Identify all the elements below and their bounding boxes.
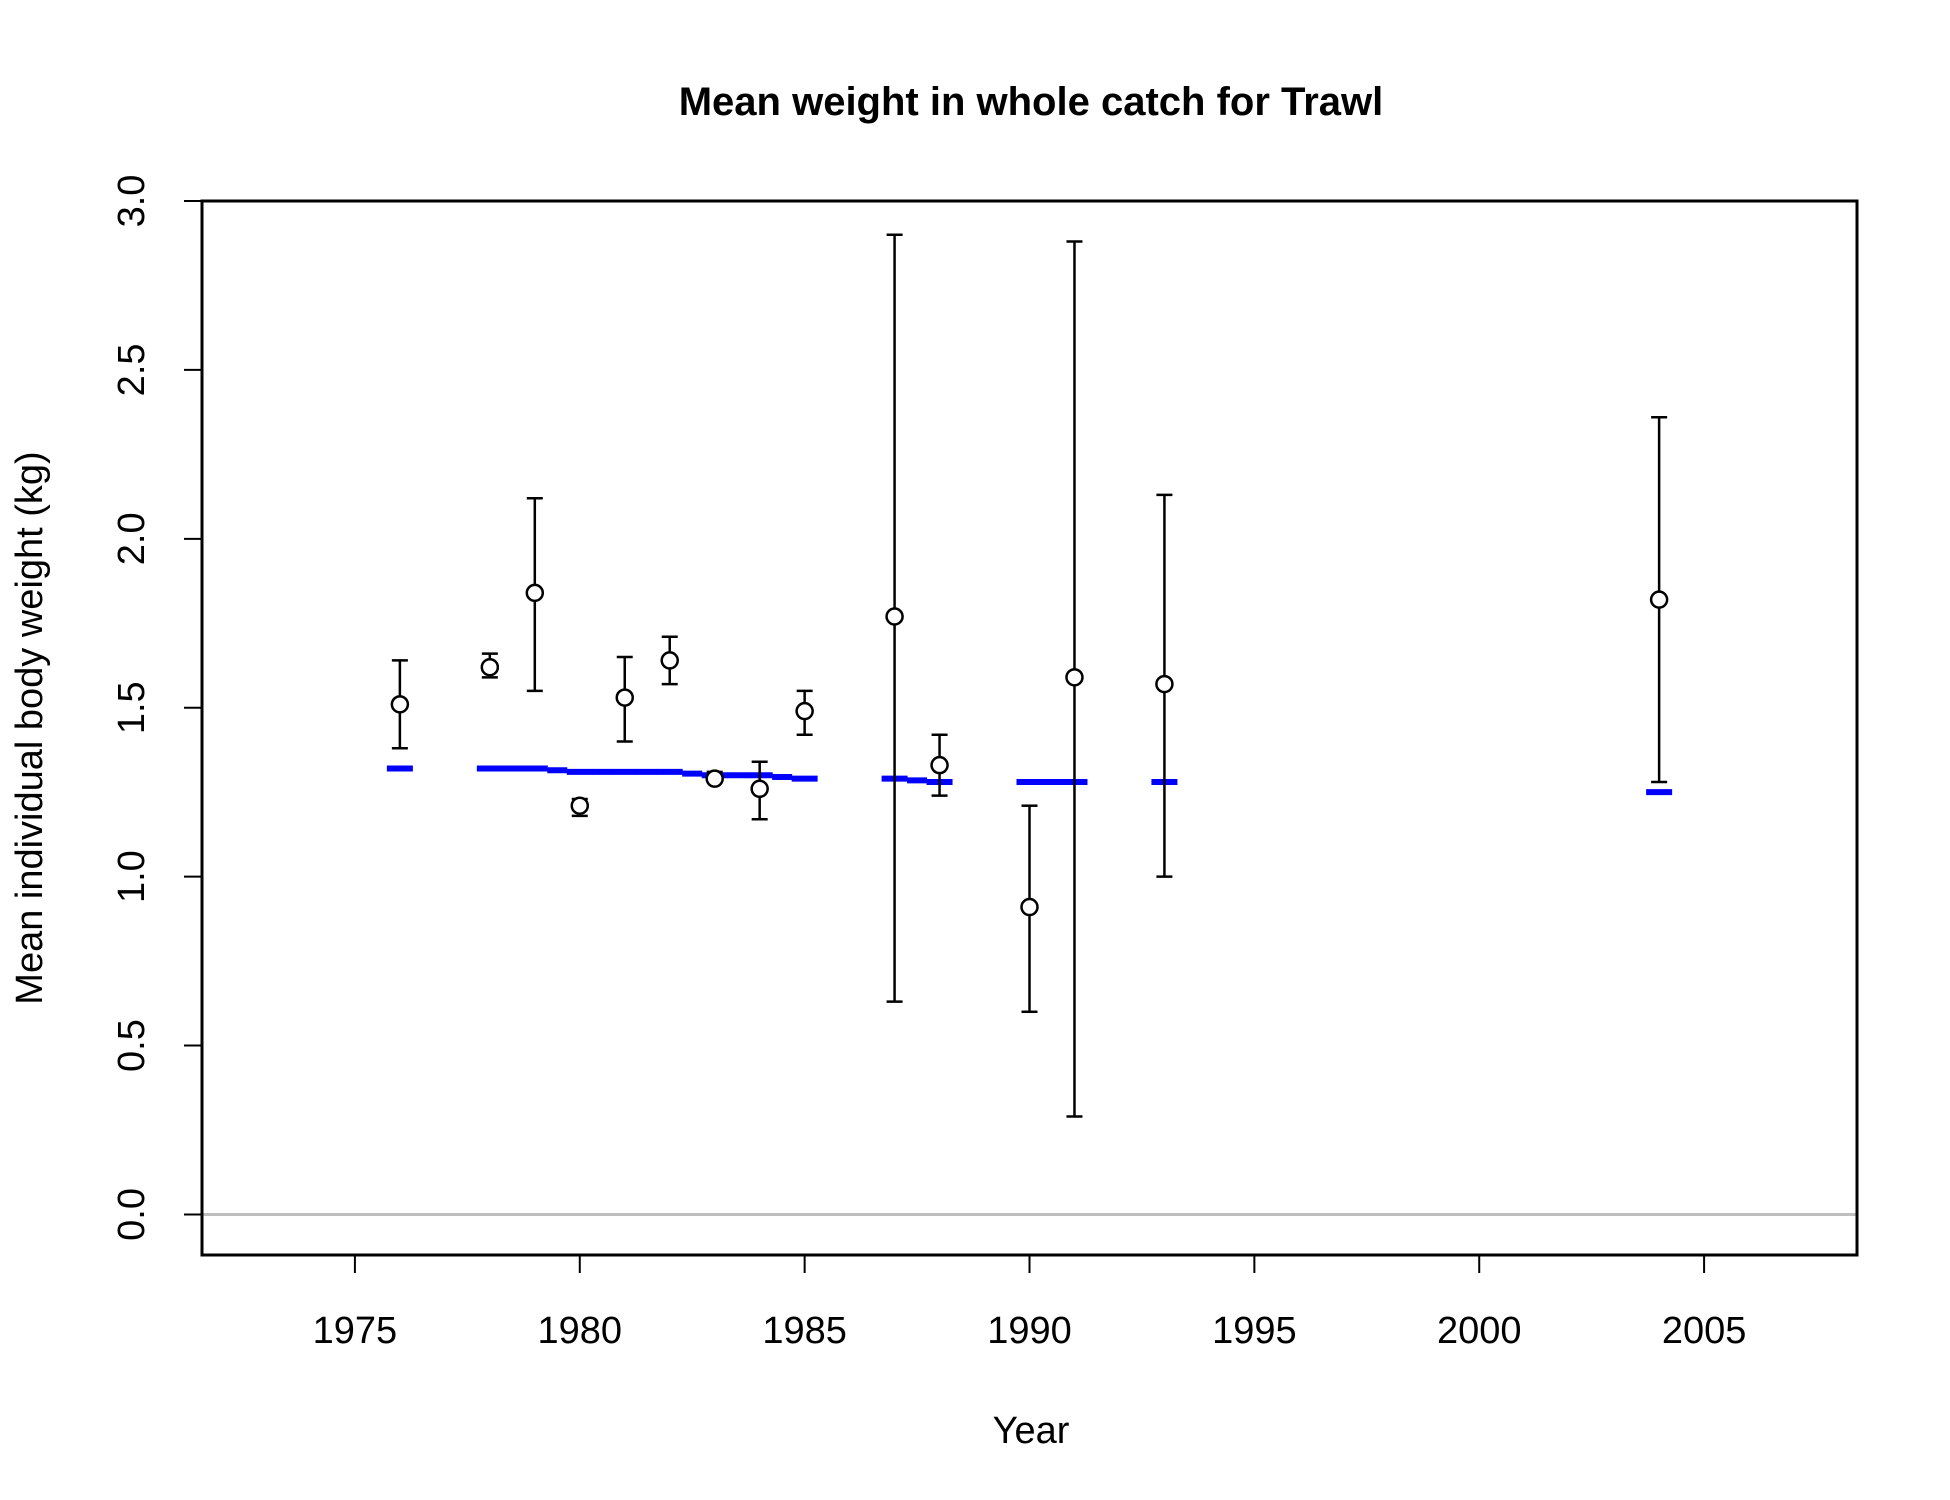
data-point: [750, 779, 769, 799]
y-tick-label: 2.5: [111, 343, 153, 396]
x-axis-label: Year: [993, 1410, 1070, 1452]
data-point: [1020, 897, 1039, 917]
data-point: [705, 769, 724, 788]
data-point: [1155, 674, 1174, 694]
chart-title: Mean weight in whole catch for Trawl: [679, 80, 1384, 124]
x-tick-label: 2000: [1437, 1310, 1522, 1352]
data-point: [480, 657, 500, 677]
y-tick-label: 1.5: [111, 681, 153, 734]
y-axis: 0.0 0.5 1.0 1.5 2.0 2.5 3.0: [111, 175, 203, 1241]
x-tick-label: 1975: [313, 1310, 398, 1352]
data-point: [885, 607, 904, 626]
data-point: [795, 701, 814, 721]
data-point: [930, 755, 949, 775]
y-tick-label: 3.0: [111, 175, 153, 228]
data-point: [570, 796, 590, 815]
y-tick-label: 1.0: [111, 850, 153, 903]
x-tick-label: 1980: [537, 1310, 622, 1352]
data-point: [1649, 590, 1669, 609]
x-tick-label: 1990: [987, 1310, 1072, 1352]
y-tick-label: 2.0: [111, 512, 153, 565]
data-point: [525, 583, 545, 603]
plot-frame: [200, 199, 1859, 1257]
data-point: [390, 695, 410, 714]
x-tick-label: 2005: [1662, 1310, 1747, 1352]
expected-series: [386, 765, 1673, 796]
y-axis-label: Mean individual body weight (kg): [9, 451, 51, 1004]
data-point: [1065, 668, 1084, 687]
x-tick-label: 1995: [1212, 1310, 1297, 1352]
y-tick-label: 0.0: [111, 1188, 153, 1241]
x-tick-label: 1985: [762, 1310, 847, 1352]
observed-series: [390, 233, 1669, 1118]
x-axis: 1975 1980 1985 1990 1995 2000 2005: [313, 1254, 1747, 1352]
data-point: [615, 688, 634, 707]
y-tick-label: 0.5: [111, 1019, 153, 1072]
data-point: [660, 651, 679, 670]
